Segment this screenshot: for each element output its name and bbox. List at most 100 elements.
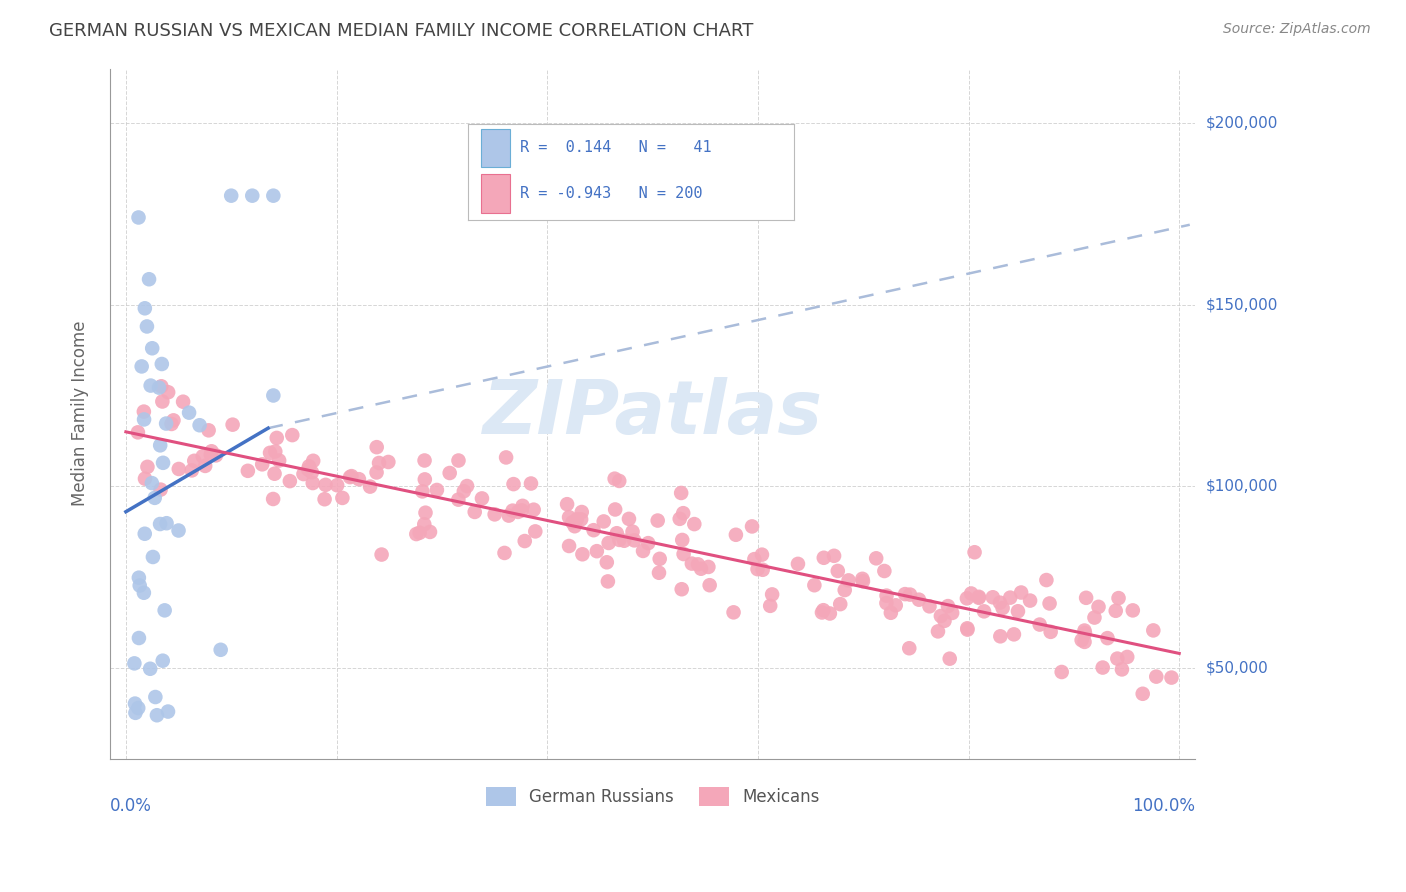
Point	[621, 524, 644, 539]
Point	[751, 548, 773, 562]
Point	[264, 444, 287, 458]
Point	[884, 599, 907, 613]
Point	[744, 552, 766, 566]
Point	[302, 454, 325, 468]
Point	[419, 524, 441, 539]
Point	[262, 491, 284, 506]
Point	[991, 601, 1014, 615]
Point	[377, 455, 399, 469]
Point	[124, 657, 146, 671]
Point	[648, 566, 671, 580]
Point	[811, 606, 834, 620]
Point	[150, 394, 173, 409]
Point	[851, 572, 873, 586]
Point	[426, 483, 449, 497]
Point	[631, 544, 654, 558]
Point	[813, 603, 835, 617]
Point	[787, 557, 810, 571]
Point	[963, 545, 986, 559]
Point	[988, 596, 1011, 610]
Point	[1111, 662, 1133, 676]
Point	[561, 516, 583, 530]
Point	[134, 472, 156, 486]
Text: $150,000: $150,000	[1206, 297, 1278, 312]
Point	[669, 486, 692, 500]
Point	[172, 394, 194, 409]
Point	[956, 623, 979, 637]
Point	[278, 474, 301, 488]
Point	[1073, 624, 1095, 638]
Point	[495, 450, 517, 465]
Point	[598, 536, 620, 550]
Point	[138, 272, 160, 286]
Point	[558, 510, 581, 524]
Point	[301, 466, 323, 480]
Point	[1097, 631, 1119, 645]
Point	[153, 603, 176, 617]
Point	[314, 492, 336, 507]
Point	[411, 484, 433, 499]
Point	[1039, 624, 1062, 639]
Point	[339, 470, 361, 484]
Point	[1122, 603, 1144, 617]
Point	[134, 301, 156, 316]
Point	[761, 587, 783, 601]
Point	[1035, 573, 1057, 587]
Point	[139, 378, 162, 392]
Point	[520, 476, 543, 491]
Point	[162, 413, 184, 427]
Point	[292, 467, 315, 481]
Point	[439, 466, 461, 480]
Point	[1070, 633, 1092, 648]
Point	[359, 480, 381, 494]
Text: Source: ZipAtlas.com: Source: ZipAtlas.com	[1223, 22, 1371, 37]
Point	[827, 564, 849, 578]
Point	[464, 505, 486, 519]
Point	[149, 438, 172, 452]
Point	[1010, 585, 1032, 599]
Point	[934, 614, 956, 628]
Point	[585, 544, 607, 558]
Point	[852, 574, 875, 589]
Point	[555, 497, 578, 511]
Point	[671, 533, 693, 547]
Point	[1028, 617, 1050, 632]
Point	[648, 551, 671, 566]
Point	[415, 506, 437, 520]
Point	[132, 412, 155, 426]
Point	[1142, 624, 1164, 638]
Point	[143, 491, 166, 505]
Point	[617, 512, 640, 526]
Point	[898, 588, 921, 602]
Point	[370, 548, 392, 562]
Point	[269, 453, 291, 467]
Point	[960, 586, 983, 600]
Point	[132, 586, 155, 600]
Point	[818, 607, 841, 621]
Point	[672, 547, 695, 561]
Point	[141, 341, 163, 355]
Point	[956, 621, 979, 635]
Point	[613, 533, 636, 548]
Point	[157, 385, 180, 400]
Text: GERMAN RUSSIAN VS MEXICAN MEDIAN FAMILY INCOME CORRELATION CHART: GERMAN RUSSIAN VS MEXICAN MEDIAN FAMILY …	[49, 22, 754, 40]
Point	[498, 508, 520, 523]
Point	[250, 458, 273, 472]
Point	[263, 467, 285, 481]
Point	[413, 453, 436, 467]
Point	[759, 599, 782, 613]
Point	[967, 590, 990, 604]
Point	[453, 484, 475, 499]
Point	[200, 444, 222, 458]
Point	[136, 319, 159, 334]
Point	[510, 503, 533, 517]
Point	[484, 508, 506, 522]
Point	[690, 562, 713, 576]
Point	[471, 491, 494, 506]
Point	[936, 599, 959, 613]
Y-axis label: Median Family Income: Median Family Income	[72, 321, 89, 507]
Point	[180, 463, 202, 477]
Point	[898, 641, 921, 656]
Point	[456, 479, 478, 493]
Point	[150, 379, 173, 393]
